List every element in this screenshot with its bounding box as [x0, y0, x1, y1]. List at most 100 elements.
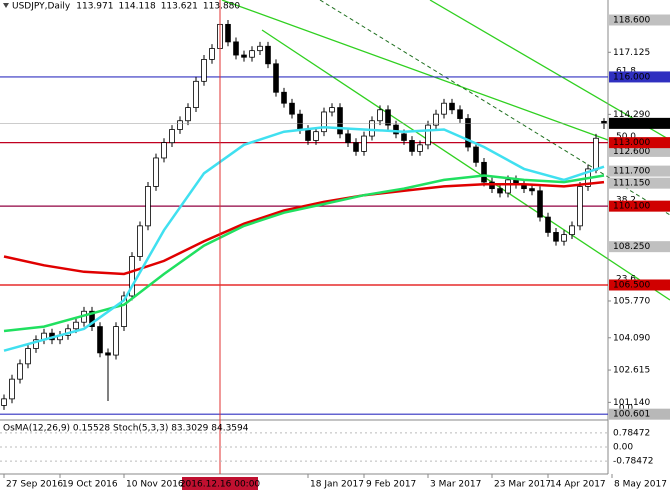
header-value: 114.118 [118, 2, 155, 12]
chart-title: USDJPY,Daily [12, 2, 71, 12]
candle-body [321, 111, 327, 133]
candle-body [169, 129, 175, 144]
x-tick-label: 18 Jan 2017 [310, 480, 364, 490]
x-tick-label: 27 Sep 2016 [6, 480, 63, 490]
moving-average [3, 174, 605, 333]
candle-body [441, 102, 447, 115]
header-value: 113.880 [203, 2, 240, 12]
trendline [261, 29, 670, 301]
level-tag-box [609, 137, 670, 149]
candle-body [209, 48, 215, 60]
moving-average [3, 180, 605, 276]
candle-body [289, 102, 295, 115]
price-tag: 112.600 [613, 147, 650, 157]
level-tag: 106.500 [613, 280, 650, 290]
candle-body [537, 190, 543, 218]
candle-body [393, 124, 399, 135]
candle-body [145, 186, 151, 227]
candle-body [593, 137, 599, 170]
candle-body [385, 109, 391, 126]
candle-body [297, 113, 303, 130]
cursor-label-box [182, 477, 258, 490]
y-tick-label: 117.125 [613, 48, 650, 58]
candle-body [553, 232, 559, 242]
candle-body [225, 23, 231, 43]
candle-body [153, 157, 159, 187]
candle-body [233, 41, 239, 56]
y-tick-label: 105.770 [613, 296, 650, 306]
candle-body [177, 120, 183, 130]
candle-body [281, 91, 287, 104]
indicator-tick-label: -0.78472 [613, 457, 653, 467]
candle-body [561, 234, 567, 242]
candle-body [529, 188, 535, 192]
price-tag-box [609, 177, 670, 189]
candle-body [329, 107, 335, 113]
symbol-icon [3, 3, 9, 8]
x-tick-label: 3 Mar 2017 [430, 480, 481, 490]
price-tag: 108.250 [613, 242, 650, 252]
candle-body [417, 144, 423, 152]
x-tick-label: 9 Feb 2017 [366, 480, 416, 490]
level-tag-box [609, 200, 670, 212]
candle-body [449, 102, 455, 111]
level-tag: 113.000 [613, 138, 650, 148]
candle-body [33, 339, 39, 349]
candle-body [409, 140, 415, 152]
level-tag: 116.000 [613, 72, 650, 82]
candle-body [577, 186, 583, 227]
candle-body [337, 107, 343, 135]
candle-body [481, 161, 487, 183]
x-tick-label: 19 Oct 2016 [62, 480, 118, 490]
candle-body [369, 120, 375, 137]
candle-body [313, 131, 319, 141]
candle-body [473, 146, 479, 163]
level-tag-box [609, 279, 670, 291]
candle-body [377, 109, 383, 122]
price-tag: 111.150 [613, 179, 650, 189]
candle-body [545, 216, 551, 233]
current-price-box [609, 117, 670, 129]
candle-body [425, 124, 431, 146]
x-tick-label: 10 Nov 2016 [126, 480, 184, 490]
candle-body [465, 118, 471, 148]
x-tick-label: 8 May 2017 [614, 480, 667, 490]
candle-body [401, 133, 407, 141]
candle-body [361, 135, 367, 152]
candle-body [121, 295, 127, 327]
moving-average [3, 126, 605, 352]
indicator-tick-label: 0.78472 [613, 428, 650, 438]
candle-body [1, 398, 7, 406]
candle-body [569, 225, 575, 236]
price-tag-box [609, 14, 670, 26]
candle-body [9, 378, 15, 400]
trendline [429, 0, 670, 141]
trendlines [221, 0, 670, 301]
price-tag-box [609, 241, 670, 253]
candle-body [97, 326, 103, 354]
level-tag-box [609, 71, 670, 83]
indicator-label: OsMA(12,26,9) 0.15528 Stoch(5,3,3) 83.30… [3, 424, 249, 434]
candle-body [305, 129, 311, 141]
candle-body [241, 54, 247, 58]
indicator-tick-label: 0.00 [613, 443, 633, 453]
level-tag-box [609, 408, 670, 420]
candle-body [185, 107, 191, 122]
candle-body [25, 348, 31, 365]
cursor-label: 2016.12.16 00:00 [180, 480, 261, 490]
candle-body [457, 109, 463, 119]
y-tick-label: 104.090 [613, 333, 650, 343]
price-tag-box [609, 165, 670, 177]
candle-body [353, 142, 359, 152]
candle-body [17, 363, 23, 380]
candle-body [201, 59, 207, 82]
candle-body [497, 188, 503, 194]
x-tick-label: 23 Mar 2017 [494, 480, 551, 490]
header-value: 113.971 [76, 2, 113, 12]
candle-body [129, 256, 135, 297]
candle-body [345, 133, 351, 144]
candle-body [505, 179, 511, 194]
candle-body [161, 142, 167, 159]
